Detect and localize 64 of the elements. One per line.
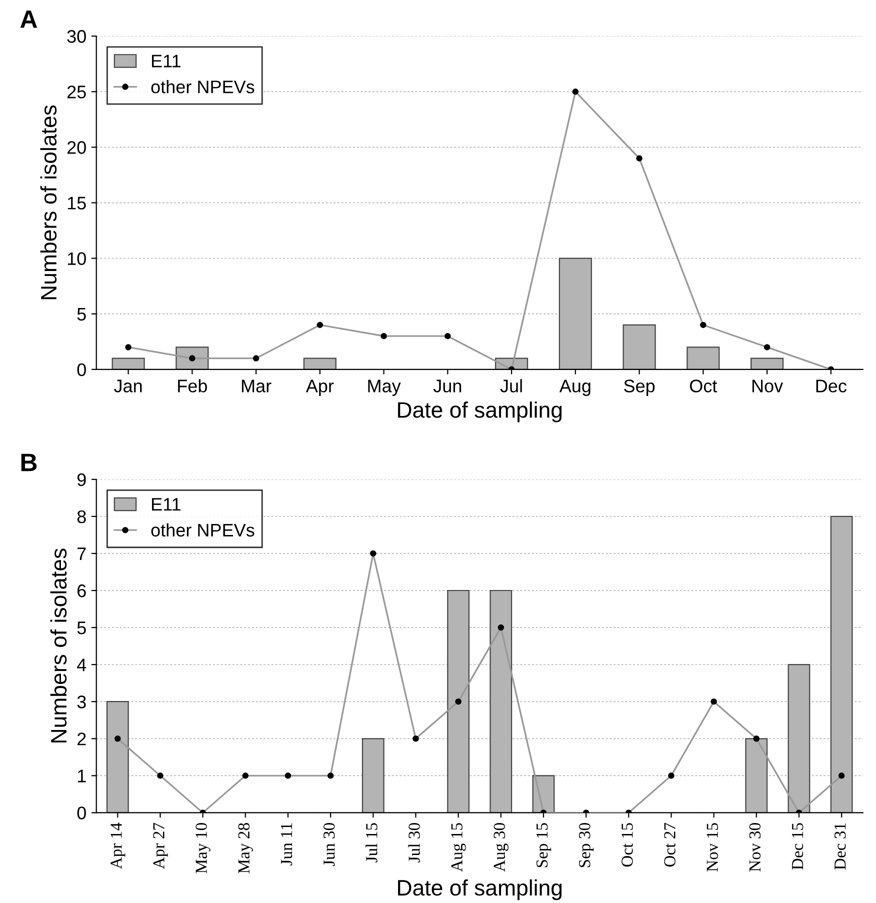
y-tick-label: 7 bbox=[78, 548, 86, 560]
y-tick-label: 5 bbox=[77, 622, 86, 634]
x-tick-label: May 10 bbox=[196, 823, 210, 874]
x-tick-label: Nov bbox=[752, 380, 784, 392]
x-axis-title: Date of sampling bbox=[398, 879, 562, 900]
x-tick-label: May bbox=[368, 380, 401, 396]
y-tick-label: 0 bbox=[77, 806, 86, 820]
x-tick-label: Oct 15 bbox=[622, 823, 633, 867]
bar bbox=[686, 346, 720, 370]
x-tick-label: May 28 bbox=[238, 823, 253, 874]
x-tick-label: Aug 15 bbox=[451, 823, 466, 872]
y-tick-label: 25 bbox=[67, 86, 86, 98]
y-tick-label: 10 bbox=[68, 252, 86, 266]
bar bbox=[558, 258, 592, 370]
legend-label: E11 bbox=[152, 54, 180, 68]
x-tick-label: Jan bbox=[114, 380, 142, 392]
x-tick-label: Nov 30 bbox=[749, 823, 761, 872]
x-tick-label: Nov 15 bbox=[706, 823, 718, 872]
x-tick-label: Jun 30 bbox=[323, 823, 335, 866]
bar bbox=[112, 358, 145, 370]
x-tick-label: Dec bbox=[816, 380, 846, 392]
y-tick-label: 3 bbox=[77, 696, 86, 708]
bar bbox=[176, 346, 209, 370]
chart-title: A bbox=[20, 10, 38, 28]
x-tick-label: Apr bbox=[306, 380, 334, 396]
x-tick-label: Jul 30 bbox=[408, 823, 420, 862]
y-tick-label: 8 bbox=[77, 510, 86, 524]
bar bbox=[303, 358, 336, 370]
x-tick-label: Sep 30 bbox=[578, 823, 594, 868]
x-tick-label: Mar bbox=[242, 380, 272, 392]
y-tick-label: 9 bbox=[77, 473, 86, 486]
x-tick-label: Sep 15 bbox=[536, 823, 552, 868]
x-tick-label: Dec 15 bbox=[792, 823, 804, 870]
y-axis-title: Numbers of isolates bbox=[50, 548, 67, 742]
x-tick-label: Jun 11 bbox=[280, 823, 292, 866]
x-tick-label: Oct bbox=[690, 380, 718, 392]
x-tick-label: Jun bbox=[433, 380, 462, 392]
x-tick-label: Apr 27 bbox=[153, 822, 168, 870]
y-axis-title: Numbers of isolates bbox=[40, 105, 57, 300]
x-tick-label: Sep bbox=[624, 380, 655, 396]
y-tick-label: 0 bbox=[77, 363, 86, 376]
y-tick-label: 4 bbox=[77, 658, 86, 672]
y-tick-label: 5 bbox=[77, 308, 86, 321]
x-axis-title: Date of sampling bbox=[398, 402, 562, 422]
chart-title: B bbox=[21, 454, 37, 472]
bar bbox=[750, 358, 784, 370]
y-tick-label: 1 bbox=[78, 770, 86, 782]
y-tick-label: 15 bbox=[68, 196, 86, 210]
legend-label: E11 bbox=[152, 498, 180, 511]
x-tick-label: Aug bbox=[559, 380, 590, 396]
x-tick-label: Aug 30 bbox=[494, 823, 508, 872]
x-tick-label: Oct 27 bbox=[664, 822, 676, 867]
y-tick-label: 2 bbox=[78, 732, 86, 746]
x-tick-label: Jul bbox=[500, 379, 522, 392]
x-tick-label: Jul 15 bbox=[366, 823, 378, 862]
y-tick-label: 6 bbox=[78, 584, 86, 598]
bar bbox=[622, 324, 656, 370]
x-tick-label: Apr 14 bbox=[110, 822, 126, 870]
y-tick-label: 30 bbox=[67, 30, 86, 43]
legend-label: other NPEVs bbox=[151, 523, 254, 537]
legend-label: other NPEVs bbox=[151, 80, 254, 94]
x-tick-label: Dec 31 bbox=[834, 823, 846, 870]
y-tick-label: 20 bbox=[67, 141, 86, 154]
x-tick-label: Feb bbox=[178, 379, 207, 392]
